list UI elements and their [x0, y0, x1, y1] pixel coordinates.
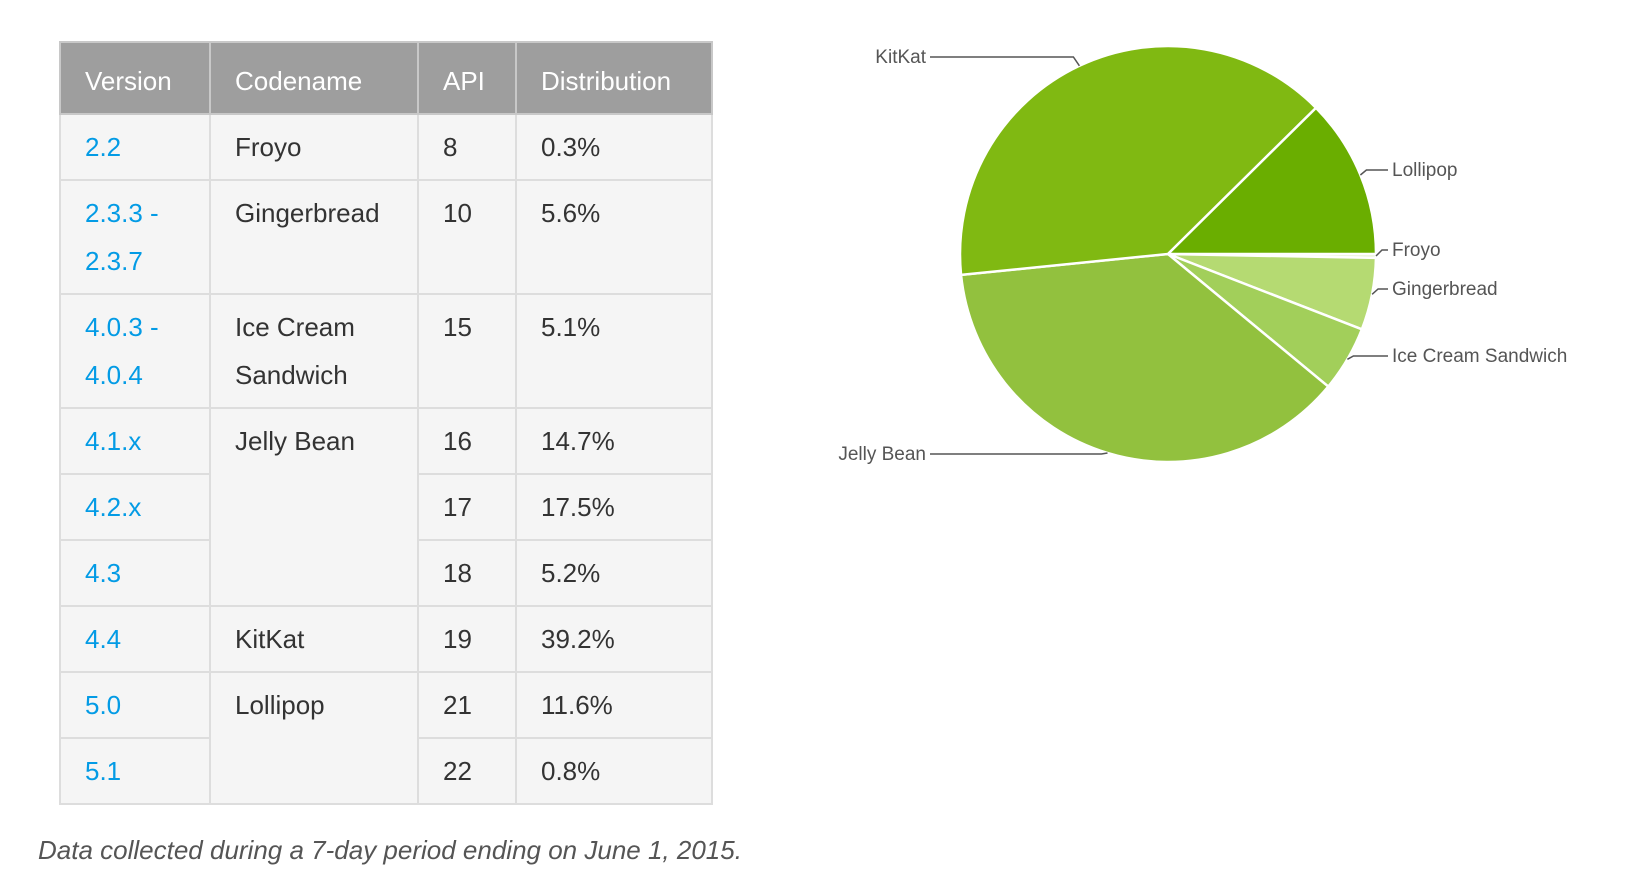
- codename-cell: Ice Cream Sandwich: [209, 293, 419, 409]
- pie-label-froyo: Froyo: [1392, 240, 1441, 261]
- api-cell: 8: [417, 113, 517, 181]
- table-row: 5.1 22 0.8%: [59, 737, 713, 805]
- distribution-cell: 5.6%: [515, 179, 713, 295]
- codename-line: Ice Cream: [235, 312, 355, 342]
- codename-cell: Jelly Bean: [209, 407, 419, 607]
- distribution-cell: 5.2%: [515, 539, 713, 607]
- api-cell: 18: [417, 539, 517, 607]
- table-row: 4.3 18 5.2%: [59, 539, 713, 607]
- pie-slice-jelly-bean: [959, 252, 1331, 464]
- table-header-row: Version Codename API Distribution: [59, 41, 713, 115]
- pie-label-ice-cream-sandwich: Ice Cream Sandwich: [1392, 346, 1567, 367]
- codename-cell: Gingerbread: [209, 179, 419, 295]
- version-cell[interactable]: 4.0.3 - 4.0.4: [59, 293, 211, 409]
- pie-leader-line: [1371, 288, 1388, 295]
- api-cell: 22: [417, 737, 517, 805]
- header-codename: Codename: [209, 41, 419, 115]
- version-link[interactable]: 2.2: [85, 132, 122, 162]
- table-row: 5.0 Lollipop 21 11.6%: [59, 671, 713, 805]
- version-cell[interactable]: 2.2: [59, 113, 211, 181]
- distribution-cell: 17.5%: [515, 473, 713, 541]
- codename-line: Sandwich: [235, 360, 348, 390]
- pie-label-jelly-bean: Jelly Bean: [838, 444, 926, 465]
- codename-cell: Lollipop: [209, 671, 419, 805]
- api-cell: 15: [417, 293, 517, 409]
- version-link[interactable]: 4.2.x: [85, 492, 142, 522]
- version-link-line[interactable]: 2.3.3 -: [85, 198, 159, 228]
- distribution-cell: 14.7%: [515, 407, 713, 475]
- pie-leader-line: [930, 56, 1081, 67]
- pie-labels: Froyo Gingerbread Ice Cream Sandwich Jelly …: [838, 47, 1567, 465]
- api-cell: 17: [417, 473, 517, 541]
- table-row: 2.2 Froyo 8 0.3%: [59, 113, 713, 181]
- version-cell[interactable]: 5.0: [59, 671, 211, 739]
- pie-label-lollipop: Lollipop: [1392, 160, 1458, 181]
- api-cell: 10: [417, 179, 517, 295]
- pie-slices: [958, 44, 1378, 464]
- distribution-cell: 11.6%: [515, 671, 713, 739]
- version-cell[interactable]: 4.1.x: [59, 407, 211, 475]
- pie-label-gingerbread: Gingerbread: [1392, 279, 1498, 300]
- version-cell[interactable]: 4.4: [59, 605, 211, 673]
- distribution-cell: 0.3%: [515, 113, 713, 181]
- table-row: 4.1.x Jelly Bean 16 14.7%: [59, 407, 713, 607]
- version-link[interactable]: 4.1.x: [85, 426, 142, 456]
- version-link-line[interactable]: 4.0.3 -: [85, 312, 159, 342]
- api-cell: 21: [417, 671, 517, 739]
- distribution-cell: 0.8%: [515, 737, 713, 805]
- table-row: 2.3.3 - 2.3.7 Gingerbread 10 5.6%: [59, 179, 713, 295]
- distribution-cell: 5.1%: [515, 293, 713, 409]
- version-cell[interactable]: 2.3.3 - 2.3.7: [59, 179, 211, 295]
- distribution-table: Version Codename API Distribution 2.2 Fr…: [59, 41, 713, 805]
- version-link[interactable]: 5.0: [85, 690, 122, 720]
- table-row: 4.4 KitKat 19 39.2%: [59, 605, 713, 673]
- api-cell: 19: [417, 605, 517, 673]
- pie-leader-line: [930, 452, 1108, 455]
- pie-leader-line: [1359, 169, 1388, 176]
- version-cell[interactable]: 4.3: [59, 539, 211, 607]
- table-row: 4.2.x 17 17.5%: [59, 473, 713, 541]
- distribution-pie-chart: Froyo Gingerbread Ice Cream Sandwich Jelly …: [838, 44, 1567, 465]
- version-link-line[interactable]: 4.0.4: [85, 360, 143, 390]
- codename-cell: KitKat: [209, 605, 419, 673]
- version-link[interactable]: 4.3: [85, 558, 122, 588]
- header-version: Version: [59, 41, 211, 115]
- header-distribution: Distribution: [515, 41, 713, 115]
- version-link[interactable]: 5.1: [85, 756, 122, 786]
- footnote: Data collected during a 7-day period end…: [38, 835, 742, 865]
- version-cell[interactable]: 4.2.x: [59, 473, 211, 541]
- version-cell[interactable]: 5.1: [59, 737, 211, 805]
- distribution-cell: 39.2%: [515, 605, 713, 673]
- header-api: API: [417, 41, 517, 115]
- pie-label-kitkat: KitKat: [875, 47, 926, 68]
- codename-cell: Froyo: [209, 113, 419, 181]
- pie-leader-line: [1347, 355, 1388, 360]
- version-link[interactable]: 4.4: [85, 624, 122, 654]
- version-link-line[interactable]: 2.3.7: [85, 246, 143, 276]
- api-cell: 16: [417, 407, 517, 475]
- pie-slice-kitkat: [958, 44, 1318, 277]
- table-row: 4.0.3 - 4.0.4 Ice Cream Sandwich 15 5.1%: [59, 293, 713, 409]
- pie-leader-line: [1375, 249, 1388, 257]
